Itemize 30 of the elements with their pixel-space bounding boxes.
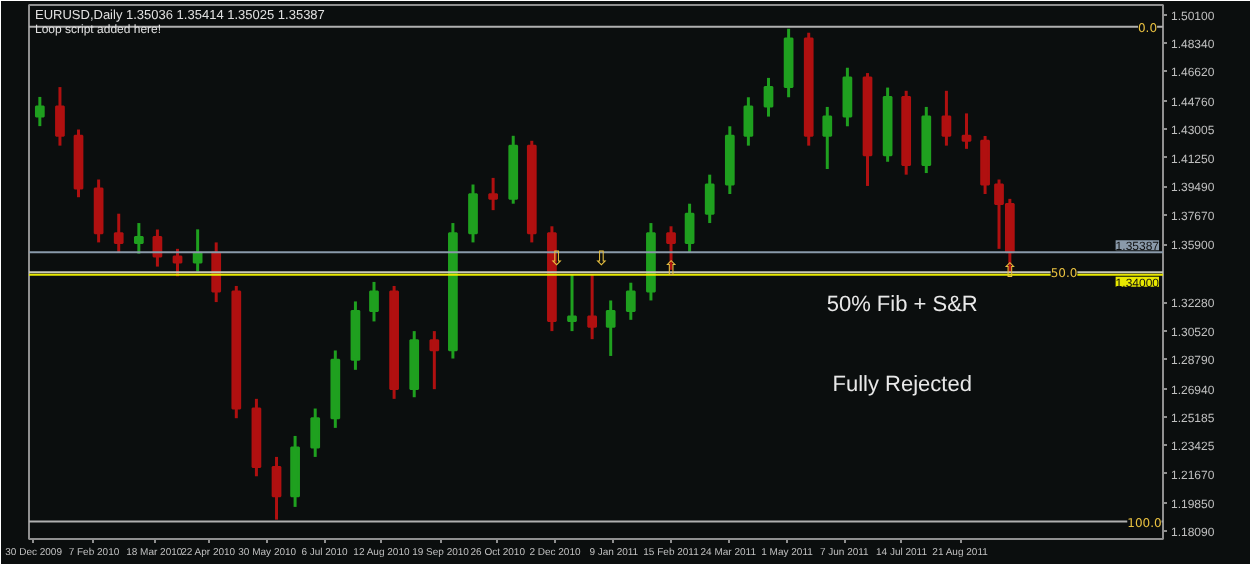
candlestick <box>429 329 440 391</box>
candlestick <box>369 280 379 323</box>
candlestick <box>34 95 45 128</box>
candlestick <box>211 240 222 304</box>
candlestick <box>488 176 498 212</box>
candlestick <box>842 66 853 128</box>
candlestick <box>55 85 65 148</box>
candlestick <box>822 105 833 171</box>
annotation: ⇧ <box>1001 261 1019 284</box>
candlestick <box>704 173 715 225</box>
candlestick <box>941 89 952 148</box>
annotation: Fully Rejected <box>832 373 972 398</box>
candlestick <box>133 221 144 256</box>
candlestick <box>743 95 754 148</box>
candlestick <box>310 407 321 459</box>
candlestick <box>113 212 124 254</box>
candlestick <box>468 183 478 244</box>
candlestick <box>961 111 972 151</box>
candlestick <box>567 273 577 333</box>
annotation: 50% Fib + S&R <box>826 293 978 318</box>
candlestick <box>587 273 597 341</box>
candlestick <box>605 298 616 358</box>
candlestick <box>980 134 990 196</box>
candlestick <box>625 281 636 322</box>
candlestick <box>684 202 695 254</box>
candlestick <box>763 76 774 119</box>
annotation: ⇩ <box>593 249 610 272</box>
candlestick <box>271 455 282 522</box>
candlestick <box>93 178 104 244</box>
candlestick <box>666 224 676 272</box>
